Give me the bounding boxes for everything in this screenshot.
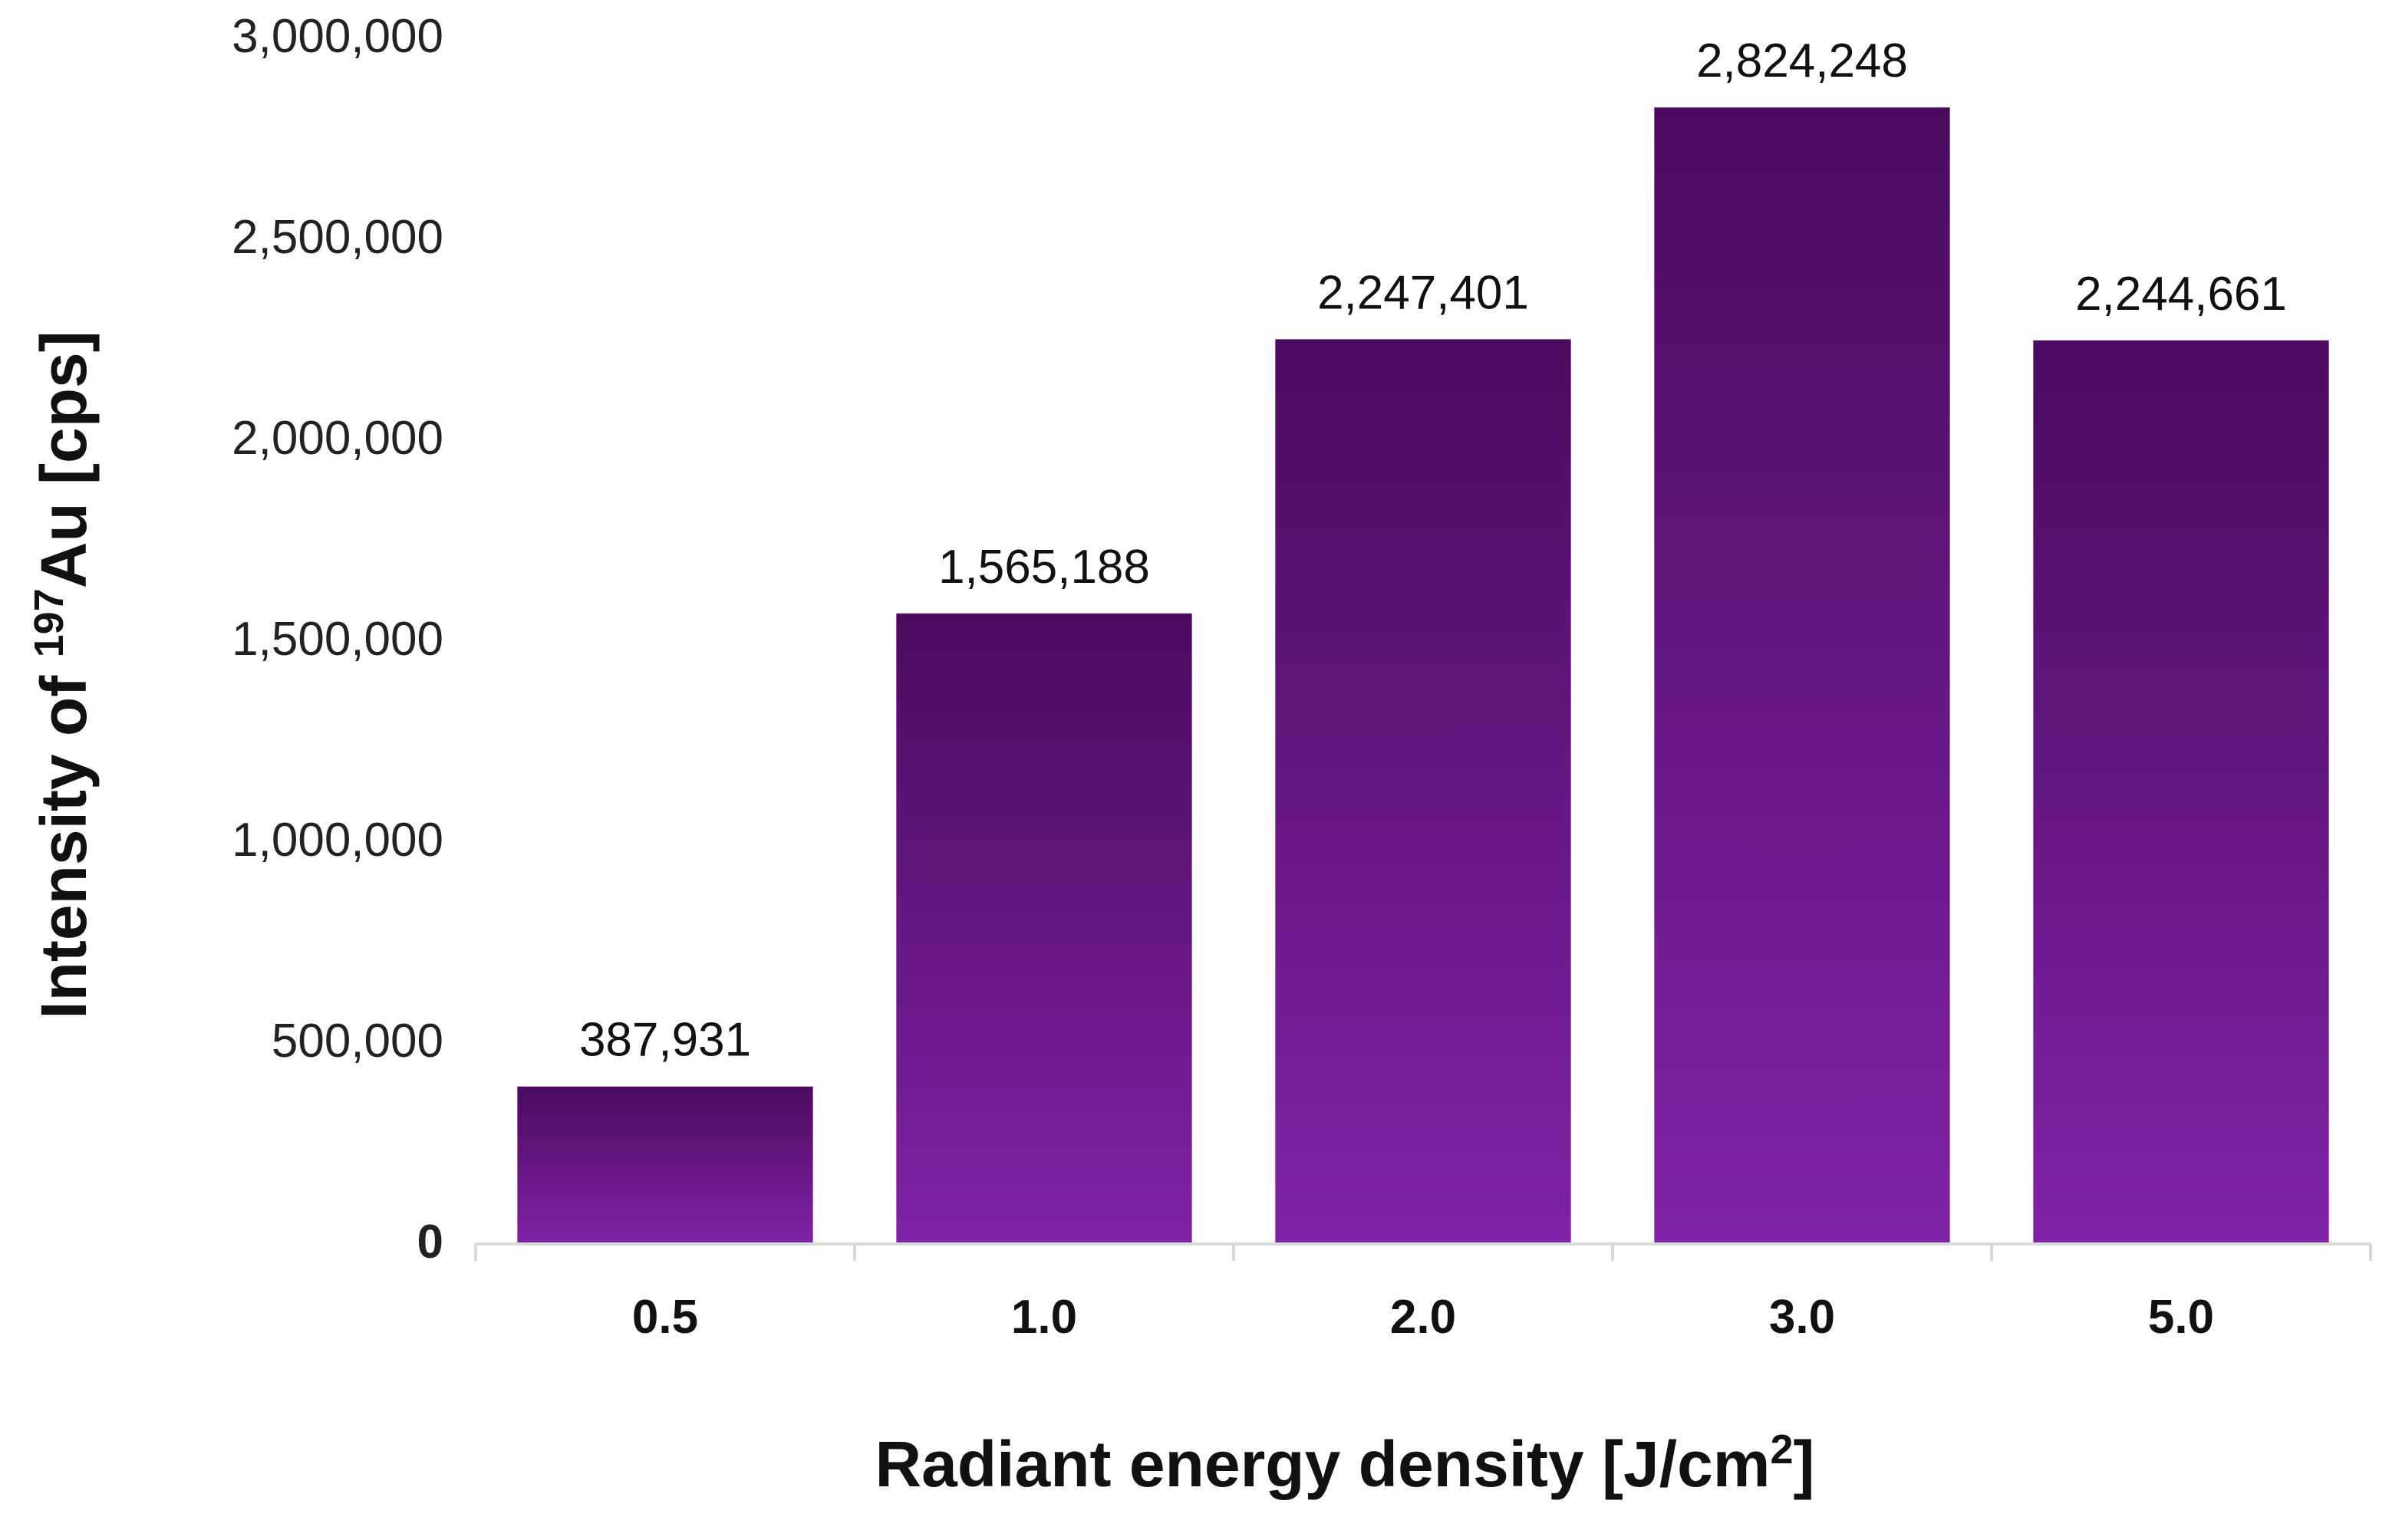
x-tick-label: 2.0 [1390, 1291, 1456, 1344]
y-axis-tick-labels: 0 500,000 1,000,000 1,500,000 2,000,000 2,500… [232, 10, 443, 1269]
x-axis-title-text: Radiant energy density [J/cm [875, 1428, 1770, 1500]
data-labels-group: 387,931 1,565,188 2,247,401 2,824,248 2,244,… [579, 35, 2287, 1067]
x-axis-tick-labels: 0.5 1.0 2.0 3.0 5.0 [632, 1291, 2214, 1344]
data-label: 1,565,188 [938, 541, 1150, 594]
x-axis-title-superscript: 2 [1771, 1426, 1794, 1473]
x-tick-label: 1.0 [1011, 1291, 1077, 1344]
bars-group [517, 107, 2329, 1243]
y-tick-label: 500,000 [272, 1015, 443, 1068]
y-tick-label: 1,000,000 [232, 814, 443, 867]
data-label: 387,931 [579, 1014, 751, 1067]
x-tick-label: 3.0 [1769, 1291, 1835, 1344]
y-axis-title-superscript: 197 [26, 588, 72, 657]
x-tick-label: 5.0 [2148, 1291, 2214, 1344]
bar [517, 1086, 813, 1242]
x-axis-title-suffix: ] [1794, 1428, 1815, 1500]
y-axis-title-text: Au [cps] [28, 331, 100, 588]
y-tick-label: 2,000,000 [232, 412, 443, 465]
bar [2033, 340, 2329, 1243]
data-label: 2,247,401 [1317, 266, 1529, 319]
bar [1654, 107, 1950, 1243]
y-tick-label: 2,500,000 [232, 211, 443, 264]
data-label: 2,244,661 [2075, 268, 2287, 321]
y-tick-label: 0 [417, 1216, 443, 1269]
x-tick-label: 0.5 [632, 1291, 698, 1344]
x-axis-tick-marks [474, 1244, 2372, 1261]
y-tick-label: 3,000,000 [232, 10, 443, 63]
x-axis-title: Radiant energy density [J/cm2] [875, 1426, 1814, 1500]
y-tick-label: 1,500,000 [232, 613, 443, 666]
data-label: 2,824,248 [1696, 35, 1908, 87]
y-axis-title-prefix: Intensity of [28, 657, 100, 1018]
y-axis-title: Intensity of 197Au [cps] [26, 331, 100, 1018]
bar [896, 613, 1192, 1242]
bar [1275, 339, 1571, 1243]
